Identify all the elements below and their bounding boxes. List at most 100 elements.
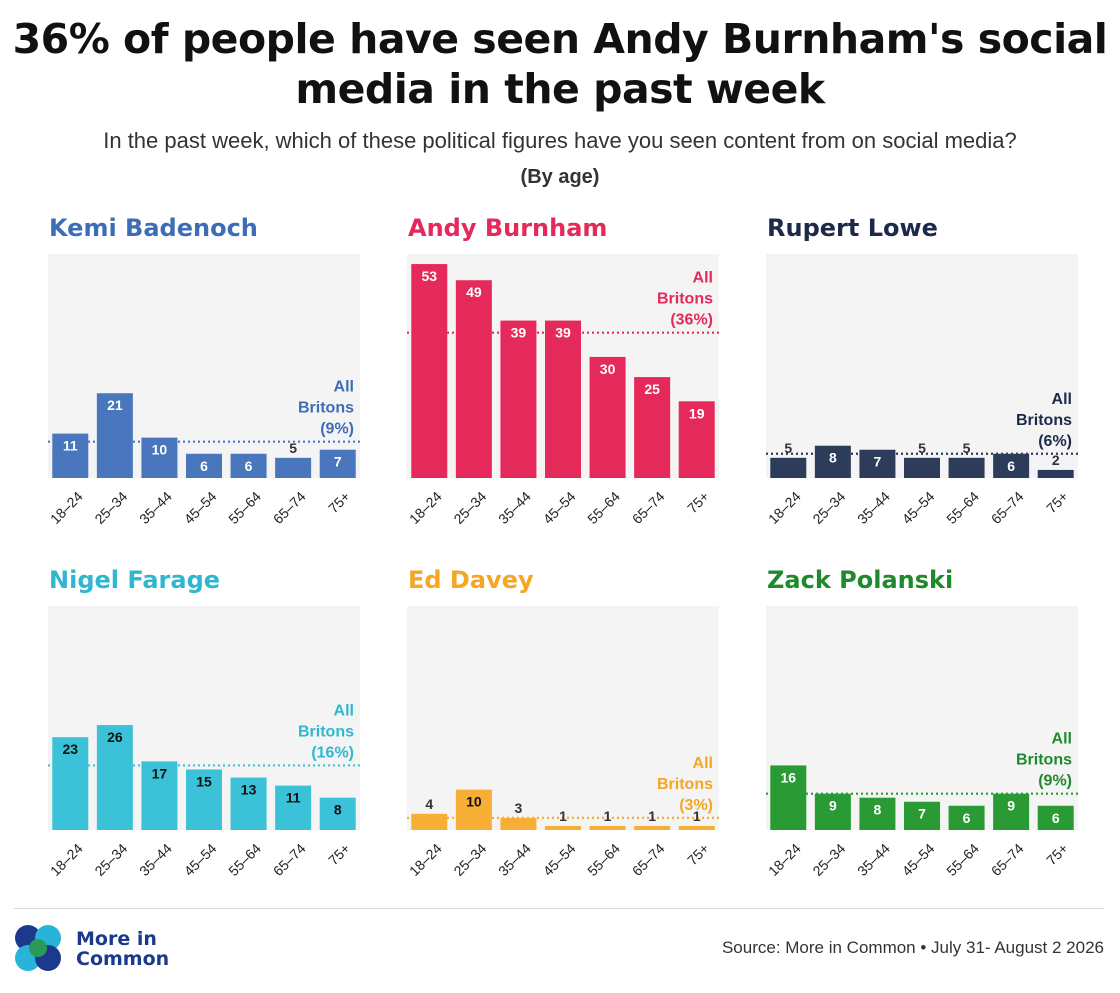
x-tick-label: 35–44	[495, 488, 534, 527]
bar-value-label: 25	[644, 381, 660, 397]
reference-label: (16%)	[311, 744, 354, 761]
logo-line-2: Common	[76, 948, 170, 970]
x-tick-label: 55–64	[225, 840, 264, 879]
x-tick-label: 75+	[325, 840, 353, 868]
x-tick-label: 45–54	[181, 840, 220, 879]
x-tick-label: 25–34	[91, 488, 130, 527]
bar	[859, 449, 896, 478]
x-tick-label: 55–64	[584, 840, 623, 879]
bar	[275, 785, 312, 830]
x-tick-label: 45–54	[540, 488, 579, 527]
x-tick-label: 25–34	[450, 840, 489, 879]
bar	[230, 777, 267, 830]
x-tick-label: 18–24	[765, 488, 804, 527]
bar-value-label: 7	[334, 454, 342, 470]
bar-value-label: 39	[555, 325, 571, 341]
logo-line-1: More in	[76, 928, 157, 950]
bar	[814, 445, 851, 478]
bar-value-label: 1	[559, 808, 567, 824]
panel-title: Andy Burnham	[408, 214, 608, 242]
bar-value-label: 1	[693, 808, 701, 824]
bar-value-label: 11	[63, 438, 78, 454]
x-tick-label: 55–64	[225, 488, 264, 527]
bar	[1037, 469, 1074, 478]
x-tick-label: 18–24	[406, 840, 445, 879]
bar	[634, 377, 671, 478]
bar	[275, 457, 312, 478]
x-tick-label: 18–24	[47, 840, 86, 879]
x-tick-label: 55–64	[584, 488, 623, 527]
bar-value-label: 17	[152, 765, 168, 781]
x-tick-label: 75+	[684, 840, 712, 868]
bar	[230, 453, 267, 478]
x-tick-label: 55–64	[943, 840, 982, 879]
bar-value-label: 10	[466, 794, 482, 810]
bar	[904, 801, 940, 830]
bar-value-label: 1	[604, 808, 612, 824]
bar	[634, 825, 671, 830]
bar-value-label: 8	[829, 450, 837, 466]
reference-label: (6%)	[1038, 433, 1072, 450]
bar-value-label: 5	[963, 440, 971, 456]
bar	[993, 793, 1030, 830]
x-tick-label: 25–34	[450, 488, 489, 527]
bar	[319, 449, 356, 478]
x-tick-label: 35–44	[854, 840, 893, 879]
plot-background	[766, 606, 1078, 830]
reference-label: All	[1052, 731, 1072, 748]
bar-value-label: 4	[425, 796, 433, 812]
bar	[455, 280, 492, 478]
panel-title: Ed Davey	[408, 566, 534, 594]
x-tick-label: 25–34	[809, 840, 848, 879]
panel-chart: 4 18–24 10 25–34 3 35–44 1 45–54 1 55–64 1 65–74 1 75…	[406, 606, 719, 879]
x-tick-label: 75+	[684, 488, 712, 516]
bar-value-label: 9	[1007, 798, 1015, 814]
bar-value-label: 23	[62, 741, 78, 757]
reference-label: All	[693, 270, 713, 287]
bar-value-label: 15	[196, 773, 212, 789]
bar	[589, 825, 626, 830]
x-tick-label: 65–74	[270, 840, 309, 879]
panel-title: Kemi Badenoch	[49, 214, 258, 242]
x-tick-label: 65–74	[988, 840, 1027, 879]
bar	[678, 825, 715, 830]
panel-chart: 5 18–24 8 25–34 7 35–44 5 45–54 5 55–64 6 65–74 2 75+…	[765, 254, 1078, 527]
x-tick-label: 75+	[1043, 840, 1071, 868]
panel-title: Rupert Lowe	[767, 214, 938, 242]
bar-value-label: 13	[241, 782, 257, 798]
x-tick-label: 65–74	[629, 488, 668, 527]
bar	[589, 356, 626, 478]
x-tick-label: 65–74	[988, 488, 1027, 527]
reference-label: (9%)	[320, 421, 354, 438]
bar	[319, 797, 356, 830]
bar-value-label: 9	[829, 798, 837, 814]
reference-label: All	[334, 379, 354, 396]
bar	[186, 453, 222, 478]
bar	[411, 264, 448, 478]
bar-value-label: 11	[286, 790, 301, 806]
reference-label: Britons	[1016, 752, 1072, 769]
panel-title: Zack Polanski	[767, 566, 954, 594]
bar	[96, 393, 133, 478]
bar-value-label: 7	[918, 806, 926, 822]
footer-divider	[14, 908, 1104, 909]
x-tick-label: 65–74	[270, 488, 309, 527]
bar-value-label: 7	[874, 454, 882, 470]
x-tick-label: 35–44	[136, 488, 175, 527]
bar-value-label: 6	[963, 810, 971, 826]
plot-background	[407, 606, 719, 830]
more-in-common-logo-icon	[15, 925, 61, 971]
bar	[500, 320, 537, 478]
plot-background	[48, 254, 360, 478]
reference-label: (3%)	[679, 797, 713, 814]
x-tick-label: 75+	[325, 488, 353, 516]
logo-wordmark: More in Common	[76, 929, 169, 969]
panel-chart: 53 18–24 49 25–34 39 35–44 39 45–54 30 55–64 25 65–…	[406, 254, 719, 527]
bar	[1037, 805, 1074, 830]
x-tick-label: 18–24	[406, 488, 445, 527]
bar	[545, 825, 581, 830]
bar	[859, 797, 896, 830]
bar-value-label: 16	[780, 769, 796, 785]
bar-value-label: 39	[511, 325, 527, 341]
reference-label: Britons	[298, 723, 354, 740]
